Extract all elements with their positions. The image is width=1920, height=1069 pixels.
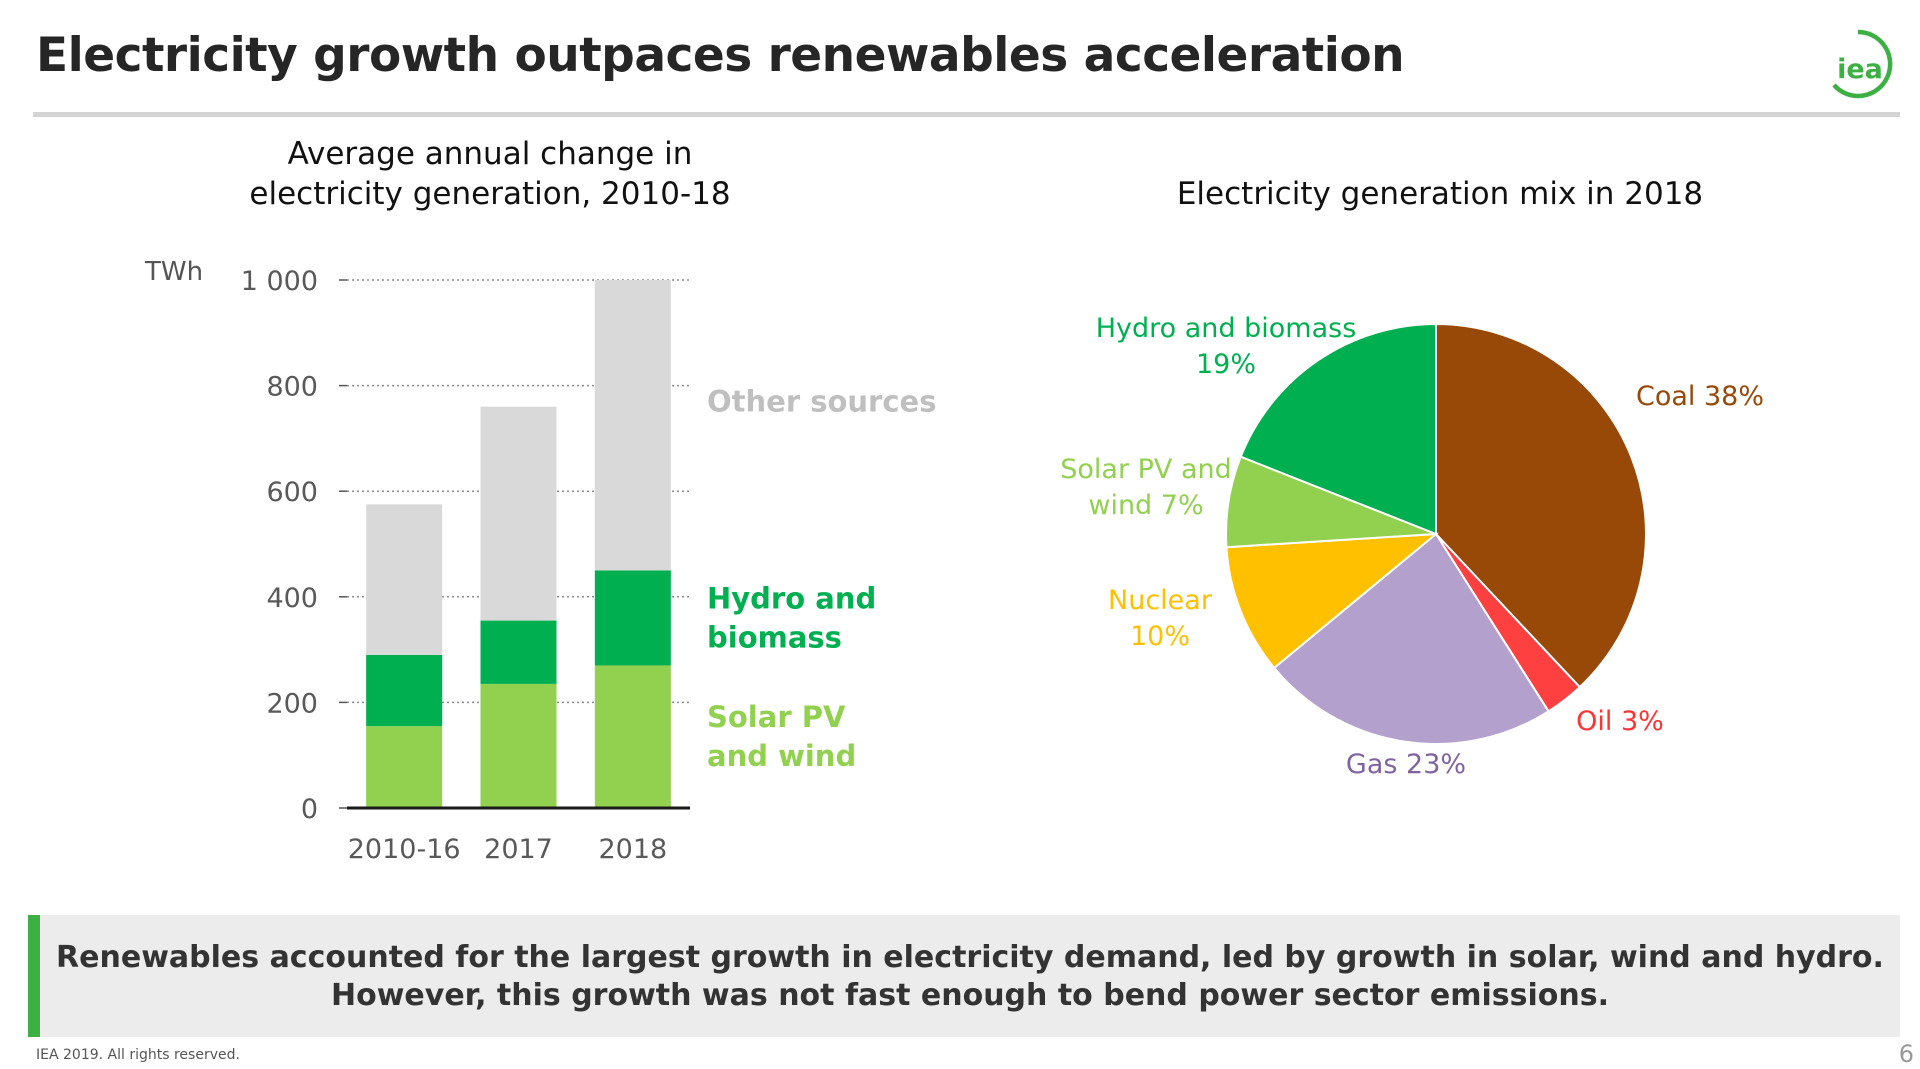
y-axis-label: TWh (144, 257, 203, 287)
pie-slice-label: Solar PV and (1060, 454, 1232, 485)
pie-slice (1225, 532, 1440, 670)
pie-slice-label: 10% (1130, 621, 1190, 652)
pie-chart: Coal 38% Oil 3% Gas 23% Nuclear 10% Solar PV … (1060, 313, 1764, 780)
x-tick-label: 2018 (598, 834, 667, 865)
page-title: Electricity growth outpaces renewables a… (36, 28, 1405, 83)
series-label: Solar PV (707, 700, 846, 734)
bar-segment (594, 665, 671, 808)
bar-segment (366, 726, 443, 808)
y-tick-label: 200 (266, 688, 318, 719)
x-tick-label: 2017 (484, 834, 553, 865)
pie-slice (1435, 322, 1647, 689)
y-tick-label: 400 (266, 583, 318, 614)
series-label: biomass (707, 620, 842, 654)
callout-line: However, this growth was not fast enough… (331, 978, 1609, 1013)
x-tick-label: 2010-16 (348, 834, 461, 865)
y-tick-label: 0 (301, 794, 318, 825)
pie-chart-title: Electricity generation mix in 2018 (1176, 176, 1704, 212)
callout-text: Renewables accounted for the largest gro… (40, 939, 1900, 1015)
y-tick-label: 800 (266, 372, 318, 403)
bar-segment (480, 683, 557, 808)
pie-slice-label: Hydro and biomass (1096, 313, 1357, 344)
bar-segment (594, 280, 671, 571)
callout-box: Renewables accounted for the largest gro… (28, 915, 1900, 1037)
bar-chart: TWh 0 200 400 600 800 1 000 2010-16 2017 2018 Sola… (144, 257, 936, 865)
bar-segment (480, 406, 557, 621)
iea-logo-text: iea (1837, 54, 1883, 85)
series-label: Other sources (707, 384, 936, 418)
bar-segment (594, 570, 671, 666)
iea-logo: iea (1832, 29, 1893, 99)
callout-line: Renewables accounted for the largest gro… (56, 940, 1884, 975)
bar-segment (366, 504, 443, 655)
pie-slice-label: Oil 3% (1576, 706, 1664, 737)
bar-segment (366, 654, 443, 727)
bar-segment (480, 620, 557, 684)
pie-slice (1239, 322, 1437, 536)
page-number: 6 (1898, 1040, 1914, 1068)
pie-slice-label: Gas 23% (1346, 749, 1466, 780)
pie-slice-label: wind 7% (1088, 490, 1203, 521)
y-tick-label: 600 (266, 477, 318, 508)
pie-slice-label: Nuclear (1108, 585, 1213, 616)
pie-slice (1272, 532, 1550, 745)
series-label: Hydro and (707, 581, 876, 615)
series-label: and wind (707, 739, 856, 773)
bar-chart-title-line: Average annual change in (287, 136, 693, 172)
y-tick-label: 1 000 (241, 266, 318, 297)
footer-copyright: IEA 2019. All rights reserved. (36, 1047, 240, 1063)
pie-slice-label: 19% (1196, 349, 1256, 380)
bar-chart-title-line: electricity generation, 2010-18 (249, 176, 731, 212)
bar-chart-title: Average annual change in electricity gen… (230, 134, 750, 214)
title-divider (33, 112, 1900, 117)
callout-accent-bar (28, 915, 40, 1037)
pie-slice-label: Coal 38% (1636, 381, 1764, 412)
